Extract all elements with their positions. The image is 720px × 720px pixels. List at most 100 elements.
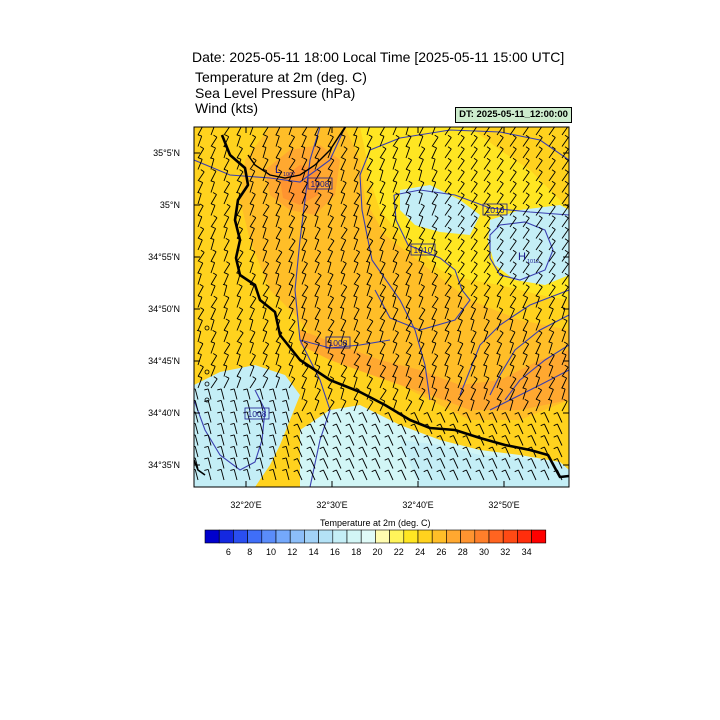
wind-barb (353, 182, 359, 193)
wind-barb (379, 320, 386, 331)
wind-barb (340, 308, 345, 320)
wind-barb (275, 193, 280, 205)
wind-barb (483, 240, 491, 251)
wind-barb (249, 355, 256, 366)
wind-barb (353, 400, 359, 412)
isobar-lines (194, 127, 569, 487)
wind-barb-feather (538, 146, 543, 150)
wind-barb-feather (384, 446, 389, 450)
wind-barb (400, 435, 407, 446)
wind-barb-feather (316, 307, 321, 310)
wind-barb-feather (290, 272, 295, 276)
wind-barb-feather (460, 215, 465, 219)
wind-barb (504, 458, 511, 469)
wind-barb (275, 216, 280, 228)
wind-barb (301, 297, 308, 308)
wind-barb (379, 229, 387, 239)
wind-barb (288, 181, 293, 193)
wind-barb-feather (407, 215, 412, 218)
wind-barb-feather (230, 399, 235, 402)
wind-barb (272, 457, 277, 469)
wind-barb-feather (513, 124, 516, 126)
wind-barb (246, 457, 251, 469)
wind-barb-feather (448, 124, 451, 126)
wind-barb (392, 285, 398, 297)
wind-barb-feather (564, 284, 569, 288)
wind-barb-feather (561, 387, 566, 390)
wind-barb (483, 183, 491, 193)
wind-barb-feather (293, 423, 298, 427)
wind-barb-feather (527, 446, 532, 450)
wind-barb (322, 458, 329, 469)
wind-barb-feather (238, 203, 243, 207)
wind-barb-feather (447, 192, 452, 196)
wind-barb (457, 366, 464, 377)
wind-barb (509, 183, 517, 193)
wind-barb-feather (316, 123, 320, 125)
wind-barb (340, 320, 347, 331)
wind-barb-feather (380, 237, 385, 241)
wind-barb (426, 423, 433, 435)
wind-barb (444, 320, 451, 331)
wind-barb (246, 446, 251, 458)
wind-barb-feather (406, 249, 411, 252)
wind-barb-feather (499, 261, 504, 265)
wind-barb-feather (432, 123, 436, 125)
wind-barb-feather (313, 352, 318, 355)
wind-barb-feather (537, 364, 542, 368)
wind-barb (288, 331, 295, 343)
wind-barb (210, 342, 216, 354)
wind-barb (561, 320, 568, 331)
wind-barb-feather (275, 375, 280, 379)
wind-barb (197, 343, 204, 354)
wind-barb (223, 159, 230, 170)
wind-barb (496, 296, 502, 308)
wind-barb-feather (269, 411, 274, 414)
wind-barb (327, 170, 333, 182)
wind-barb-feather (553, 423, 558, 427)
wind-barb-feather (512, 180, 517, 184)
wind-barb-feather (339, 306, 344, 309)
wind-barb-feather (319, 458, 324, 461)
wind-barb (418, 354, 424, 366)
wind-barb-feather (525, 226, 530, 230)
wind-barb (374, 469, 381, 481)
wind-barb (361, 469, 368, 481)
wind-barb (249, 228, 255, 239)
wind-barb (259, 400, 264, 412)
wind-barb (236, 366, 243, 377)
wind-barb (387, 423, 394, 435)
wind-barb (335, 446, 342, 458)
wind-barb (457, 194, 465, 205)
wind-barb (379, 170, 384, 182)
wind-barb (275, 343, 282, 354)
wind-barb-feather (197, 352, 202, 355)
wind-barb (340, 136, 346, 147)
wind-barb (392, 400, 398, 412)
wind-barb-feather (536, 341, 541, 344)
wind-barb-feather (552, 124, 555, 126)
wind-barb (457, 377, 463, 389)
wind-barb-feather (384, 435, 389, 438)
wind-barb-feather (432, 283, 437, 287)
wind-barb (194, 400, 199, 412)
wind-barb-feather (212, 249, 217, 253)
wind-barb-feather (366, 145, 371, 149)
wind-barb-feather (230, 468, 235, 471)
wind-barb (535, 354, 540, 366)
wind-barb-feather (369, 180, 374, 184)
wind-barb (236, 148, 243, 159)
wind-barb (262, 227, 267, 239)
wind-barb-feather (251, 272, 256, 276)
wind-barb-feather (341, 214, 346, 218)
wind-barb (444, 331, 450, 343)
wind-barb-feather (354, 364, 359, 368)
wind-barb-feather (406, 329, 411, 333)
wind-barb (210, 147, 216, 159)
wind-barb (353, 251, 360, 262)
wind-barb (444, 344, 452, 354)
colorbar-tick-label: 22 (394, 547, 404, 557)
wind-barb-feather (301, 329, 306, 333)
wind-barb-feather (462, 458, 467, 461)
wind-barb (431, 389, 438, 400)
